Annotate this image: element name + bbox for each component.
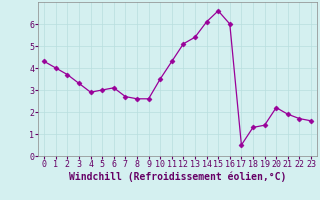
X-axis label: Windchill (Refroidissement éolien,°C): Windchill (Refroidissement éolien,°C): [69, 172, 286, 182]
